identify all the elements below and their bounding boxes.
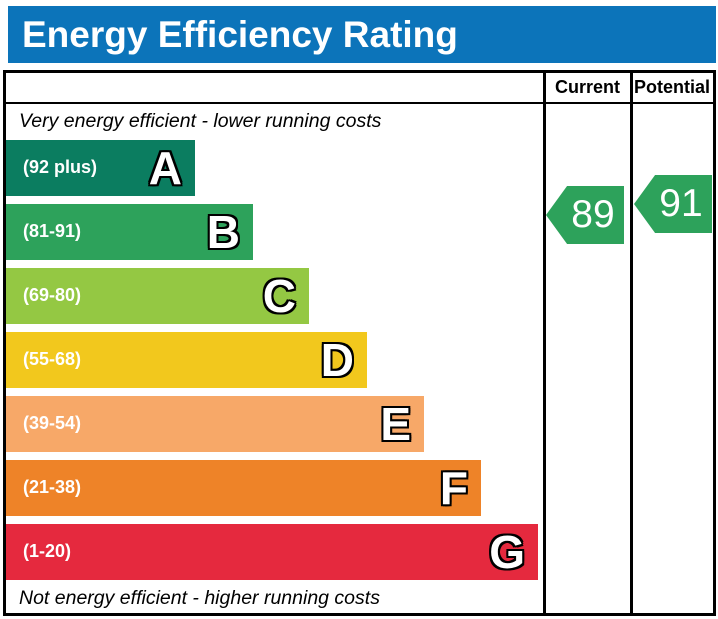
potential-rating-value: 91 [659, 182, 703, 225]
band-b: (81-91) B [6, 203, 253, 260]
band-range-label: (1-20) [23, 541, 72, 561]
potential-column-header: Potential [633, 77, 710, 97]
band-letter: D [320, 333, 354, 386]
current-column-header: Current [554, 77, 620, 97]
current-column-divider [543, 73, 546, 613]
table-header-row [6, 73, 713, 104]
band-range-label: (81-91) [23, 221, 82, 241]
band-letter: A [148, 141, 182, 194]
band-range-label: (55-68) [23, 349, 82, 369]
band-range-label: (39-54) [23, 413, 82, 433]
bottom-note: Not energy efficient - higher running co… [19, 587, 380, 609]
band-letter: E [380, 397, 411, 450]
band-letter: F [439, 461, 468, 514]
current-rating-value: 89 [571, 193, 615, 236]
title-bar: Energy Efficiency Rating [8, 6, 716, 63]
band-c: (69-80) C [6, 267, 309, 324]
potential-rating-arrow: 91 [634, 175, 712, 233]
band-range-label: (69-80) [23, 285, 82, 305]
top-note: Very energy efficient - lower running co… [19, 110, 382, 132]
band-letter: G [489, 525, 525, 578]
band-range-label: (92 plus) [23, 157, 98, 177]
band-range-label: (21-38) [23, 477, 82, 497]
page-title: Energy Efficiency Rating [22, 13, 458, 55]
band-f: (21-38) F [6, 459, 481, 516]
current-rating-arrow: 89 [546, 186, 624, 244]
band-letter: B [206, 205, 240, 258]
potential-column-divider [630, 73, 633, 613]
rating-table: Current Potential Very energy efficient … [3, 70, 716, 616]
band-g: (1-20) G [6, 523, 538, 580]
band-letter: C [262, 269, 296, 322]
band-a: (92 plus) A [6, 139, 195, 196]
band-e: (39-54) E [6, 395, 424, 452]
band-d: (55-68) D [6, 331, 367, 388]
